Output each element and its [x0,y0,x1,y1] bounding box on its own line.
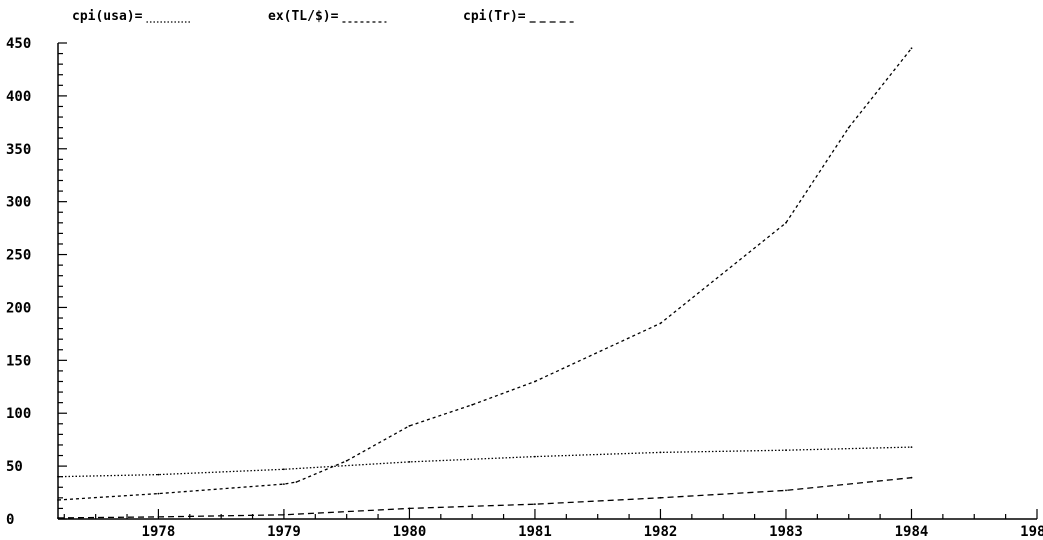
data-point [534,503,536,506]
data-point [57,517,59,519]
data-point [785,489,787,492]
y-tick-label: 450 [6,36,31,52]
data-point [283,513,285,516]
data-point [659,322,662,325]
data-point [785,221,787,224]
x-tick-label: 1985 [1020,524,1043,540]
legend: cpi(usa)= ex(TL/$)= cpi(Tr)= [72,9,574,24]
data-point [57,499,59,501]
data-point [283,468,285,471]
data-point [408,461,411,463]
legend-label: cpi(Tr)= [463,9,526,24]
data-point [659,451,662,454]
y-tick-label: 0 [6,512,14,528]
data-point [847,126,850,129]
data-point [345,459,348,462]
x-tick-label: 1982 [644,524,678,540]
series-line-3 [57,477,912,519]
data-point [910,47,913,50]
data-point [910,476,913,479]
data-point [57,475,59,478]
y-tick-label: 400 [6,89,31,105]
data-point [785,449,787,452]
data-point [534,455,536,458]
x-tick-label: 1984 [895,524,929,540]
data-point [157,473,160,476]
data-point [283,483,285,485]
x-tick-label: 1980 [393,524,427,540]
y-tick-label: 200 [6,300,31,316]
series-layer [57,47,913,519]
x-tick-label: 1981 [518,524,552,540]
legend-label: ex(TL/$)= [268,9,339,24]
data-point [295,481,298,483]
y-tick-label: 150 [6,353,31,369]
series-line-2 [57,47,913,501]
y-tick-label: 300 [6,195,31,211]
y-tick-label: 350 [6,142,31,158]
x-tick-label: 1978 [142,524,176,540]
data-point [910,446,913,448]
data-point [157,516,160,518]
data-point [408,507,411,510]
y-tick-label: 50 [6,459,23,475]
axes: 0 50 100 150 200 250 300 350 400 450 1978 1979 1980 1… [6,36,1043,540]
x-tick-label: 1983 [769,524,803,540]
y-tick-label: 100 [6,406,31,422]
data-point [534,380,536,383]
series-line-1 [57,446,912,478]
data-point [408,425,411,427]
data-point [659,496,662,499]
y-tick-label: 250 [6,248,31,264]
data-point [157,492,160,495]
data-point [471,403,474,406]
x-tick-label: 1979 [267,524,301,540]
legend-label: cpi(usa)= [72,9,143,24]
